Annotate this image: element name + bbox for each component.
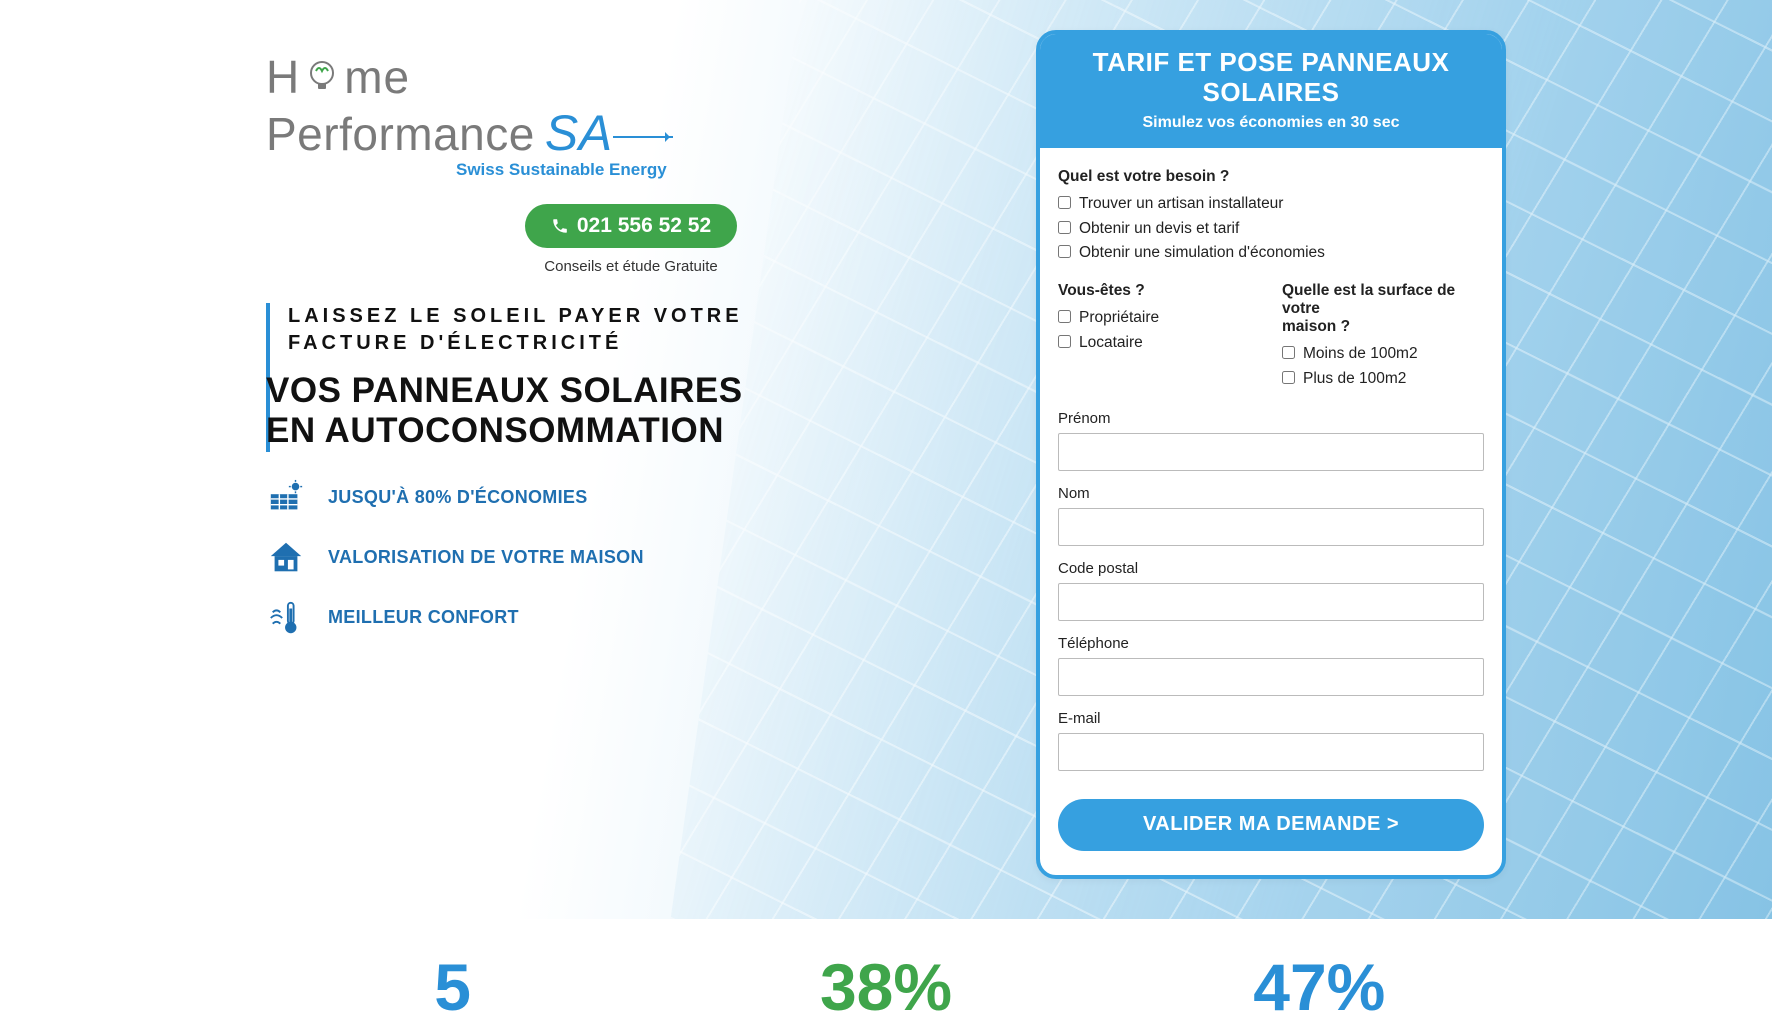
you-option[interactable]: Locataire <box>1058 331 1260 356</box>
kicker-line-1: LAISSEZ LE SOLEIL PAYER VOTRE <box>288 303 996 330</box>
logo-text-a: H <box>266 50 300 104</box>
question-need: Quel est votre besoin ? <box>1058 168 1484 186</box>
need-option[interactable]: Obtenir une simulation d'économies <box>1058 241 1484 266</box>
input-email[interactable] <box>1058 733 1484 771</box>
surface-checkbox-1[interactable] <box>1282 346 1295 359</box>
label-zip: Code postal <box>1058 560 1484 577</box>
surface-option[interactable]: Moins de 100m2 <box>1282 342 1484 367</box>
need-option[interactable]: Obtenir un devis et tarif <box>1058 217 1484 242</box>
label-phone: Téléphone <box>1058 635 1484 652</box>
stat-item: 47% <box>1133 949 1506 1025</box>
need-checkbox-2[interactable] <box>1058 221 1071 234</box>
thermometer-icon <box>266 598 306 638</box>
submit-button[interactable]: VALIDER MA DEMANDE > <box>1058 799 1484 851</box>
feature-text: MEILLEUR CONFORT <box>328 607 519 628</box>
stat-item: 5 <box>266 949 639 1025</box>
feature-item: VALORISATION DE VOTRE MAISON <box>266 538 996 578</box>
form-title-l2: SOLAIRES <box>1203 77 1340 107</box>
stat-item: 38% <box>699 949 1072 1025</box>
logo-text-c: Performance <box>266 107 535 161</box>
you-checkbox-1[interactable] <box>1058 310 1071 323</box>
headline-line-2: EN AUTOCONSOMMATION <box>266 411 996 451</box>
phone-button[interactable]: 021 556 52 52 <box>525 204 737 248</box>
label-email: E-mail <box>1058 710 1484 727</box>
stat-value: 5 <box>266 949 639 1025</box>
feature-item: MEILLEUR CONFORT <box>266 598 996 638</box>
you-option-label: Locataire <box>1079 334 1143 351</box>
need-option-label: Trouver un artisan installateur <box>1079 195 1283 212</box>
phone-advice-text: Conseils et étude Gratuite <box>266 258 996 275</box>
feature-text: VALORISATION DE VOTRE MAISON <box>328 547 644 568</box>
brand-logo: H me Performance SA Swiss Susta <box>266 50 996 180</box>
input-lastname[interactable] <box>1058 508 1484 546</box>
logo-swash-icon <box>613 136 673 138</box>
question-you: Vous-êtes ? <box>1058 282 1260 300</box>
feature-item: JUSQU'À 80% D'ÉCONOMIES <box>266 478 996 518</box>
house-icon <box>266 538 306 578</box>
surface-option-label: Plus de 100m2 <box>1303 370 1406 387</box>
question-surface: Quelle est la surface de votre maison ? <box>1282 282 1484 336</box>
label-lastname: Nom <box>1058 485 1484 502</box>
need-option-label: Obtenir un devis et tarif <box>1079 220 1239 237</box>
need-checkbox-3[interactable] <box>1058 245 1071 258</box>
bulb-icon <box>300 55 344 99</box>
brand-tagline: Swiss Sustainable Energy <box>456 160 996 180</box>
surface-option-label: Moins de 100m2 <box>1303 345 1418 362</box>
you-checkbox-2[interactable] <box>1058 335 1071 348</box>
you-option-label: Propriétaire <box>1079 309 1159 326</box>
form-subtitle: Simulez vos économies en 30 sec <box>1060 114 1482 132</box>
input-phone[interactable] <box>1058 658 1484 696</box>
input-firstname[interactable] <box>1058 433 1484 471</box>
need-option[interactable]: Trouver un artisan installateur <box>1058 192 1484 217</box>
feature-text: JUSQU'À 80% D'ÉCONOMIES <box>328 487 588 508</box>
you-option[interactable]: Propriétaire <box>1058 306 1260 331</box>
logo-text-b: me <box>344 50 410 104</box>
quote-form-card: TARIF ET POSE PANNEAUX SOLAIRES Simulez … <box>1036 30 1506 879</box>
phone-icon <box>551 217 569 235</box>
phone-number: 021 556 52 52 <box>577 214 711 238</box>
headline-line-1: VOS PANNEAUX SOLAIRES <box>266 371 996 411</box>
kicker-line-2: FACTURE D'ÉLECTRICITÉ <box>288 330 996 357</box>
question-surface-l2: maison ? <box>1282 318 1350 335</box>
label-firstname: Prénom <box>1058 410 1484 427</box>
question-surface-l1: Quelle est la surface de votre <box>1282 282 1455 317</box>
stat-value: 47% <box>1133 949 1506 1025</box>
surface-checkbox-2[interactable] <box>1282 371 1295 384</box>
form-title-l1: TARIF ET POSE PANNEAUX <box>1093 47 1450 77</box>
logo-text-sa: SA <box>545 104 613 162</box>
need-option-label: Obtenir une simulation d'économies <box>1079 244 1325 261</box>
surface-option[interactable]: Plus de 100m2 <box>1282 367 1484 392</box>
need-checkbox-1[interactable] <box>1058 196 1071 209</box>
solar-panel-icon <box>266 478 306 518</box>
input-zip[interactable] <box>1058 583 1484 621</box>
form-header: TARIF ET POSE PANNEAUX SOLAIRES Simulez … <box>1040 34 1502 148</box>
stat-value: 38% <box>699 949 1072 1025</box>
